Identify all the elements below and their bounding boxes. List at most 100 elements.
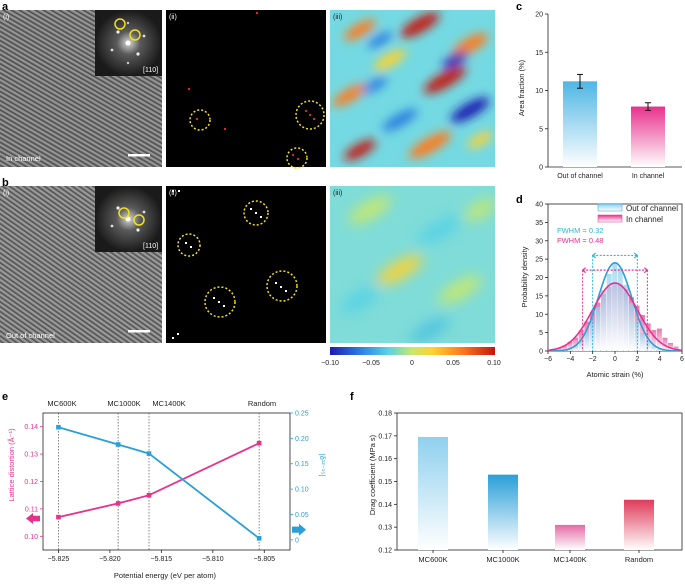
chart-e-top-label: MC1400K xyxy=(152,399,185,408)
chart-d-bar-out xyxy=(606,273,612,351)
chart-d-bar-out xyxy=(656,349,662,351)
chart-d-bar-out xyxy=(628,303,634,351)
sub-label-bii: (ii) xyxy=(169,190,177,197)
chart-d-fit-curve xyxy=(548,261,682,351)
panel-letter-c: c xyxy=(516,1,522,13)
chart-d-bar-in xyxy=(556,348,562,351)
fwhm-label-in-channel: FWHM = 0.48 xyxy=(557,236,603,245)
colorbar-tick: −0.05 xyxy=(362,360,380,367)
chart-c-bar xyxy=(563,81,597,167)
chart-c-ytick-label: 5 xyxy=(539,126,543,133)
chart-e-point-sro xyxy=(115,442,121,447)
chart-e-ytick-left-label: 0.14 xyxy=(24,424,38,431)
panel-letter-e: e xyxy=(2,391,8,403)
chart-e-ytick-right-label: 0.15 xyxy=(295,461,309,468)
chart-e-point-lattice xyxy=(56,514,61,520)
chart-f-ylabel: Drag coefficient (MPa s) xyxy=(368,434,377,515)
chart-d-xtick-label: 4 xyxy=(658,356,662,363)
chart-e-ylabel-left: Lattice distortion (Å⁻¹) xyxy=(7,428,16,502)
chart-c-ytick-label: 0 xyxy=(539,165,543,172)
chart-e-left-axis-arrow xyxy=(26,513,40,524)
chart-e-line-sro xyxy=(58,426,260,540)
chart-d-bar-out xyxy=(612,262,618,351)
dislocation-circle xyxy=(295,100,325,130)
dislocation-circle xyxy=(286,147,308,169)
chart-c-ytick-label: 15 xyxy=(535,50,543,57)
chart-d-fit-curve xyxy=(548,282,682,351)
chart-d-xlabel: Atomic strain (%) xyxy=(586,370,644,379)
chart-d-bar-out xyxy=(578,341,584,351)
chart-f-ytick-label: 0.18 xyxy=(378,411,392,418)
chart-d-bar-out xyxy=(601,290,607,351)
chart-e-point-sro xyxy=(56,424,61,430)
chart-d-bar-in xyxy=(561,345,567,351)
chart-d-bar-out xyxy=(567,349,573,351)
chart-d-xtick-label: 2 xyxy=(635,356,639,363)
chart-e-ytick-right-label: 0 xyxy=(295,537,299,544)
chart-d-bar-out xyxy=(617,268,623,351)
chart-d-bar-out xyxy=(623,284,629,351)
chart-d-xtick-label: −4 xyxy=(566,356,574,363)
chart-e-point-lattice xyxy=(146,492,152,498)
chart-f-ytick-label: 0.17 xyxy=(378,433,392,440)
chart-e-ytick-left-label: 0.13 xyxy=(24,452,38,459)
chart-e-ytick-right-label: 0.10 xyxy=(295,487,309,494)
legend-label-in-channel: In channel xyxy=(626,215,663,224)
chart-d-ytick-label: 30 xyxy=(535,238,543,245)
dislocation-circle xyxy=(177,233,201,257)
fft-spot-circle xyxy=(129,29,141,41)
chart-e-point-sro xyxy=(256,536,262,541)
chart-d-bar-in xyxy=(656,328,662,351)
fft-spot-circle xyxy=(133,214,145,226)
chart-e-point-lattice xyxy=(256,440,262,446)
panel-letter-f: f xyxy=(350,391,354,403)
chart-e-ytick-right-label: 0.20 xyxy=(295,436,309,443)
chart-d-bar-in xyxy=(662,337,668,351)
chart-d-ytick-label: 20 xyxy=(535,275,543,282)
colorbar-tick: −0.10 xyxy=(321,360,339,367)
chart-f-ytick-label: 0.12 xyxy=(378,548,392,555)
chart-d-ytick-label: 35 xyxy=(535,220,543,227)
chart-f-ytick-label: 0.16 xyxy=(378,456,392,463)
dislocation-circle xyxy=(189,109,211,131)
chart-e-ytick-right-label: 0.05 xyxy=(295,512,309,519)
image-label-in-channel: In channel xyxy=(6,154,41,163)
chart-e-top-label: MC1000K xyxy=(107,399,140,408)
zone-axis-label: [110] xyxy=(143,243,158,250)
chart-d-ylabel: Probability density xyxy=(520,246,529,307)
chart-f-category-label: MC1400K xyxy=(553,555,586,564)
chart-f-bar xyxy=(418,436,448,550)
chart-d-xtick-label: 0 xyxy=(613,356,617,363)
legend-label-out-of-channel: Out of channel xyxy=(626,204,678,213)
chart-d-xtick-label: −2 xyxy=(589,356,597,363)
chart-e-ytick-left-label: 0.10 xyxy=(24,534,38,541)
panel-letter-d: d xyxy=(516,194,523,206)
sub-label-aii: (ii) xyxy=(169,14,177,21)
chart-d-bar-out xyxy=(640,332,646,351)
chart-e-ylabel-right: |δ¹²⁻¹⁵| xyxy=(318,454,327,477)
chart-d-bar-in xyxy=(567,341,573,351)
chart-e-right-axis-arrow xyxy=(292,523,306,536)
chart-f-category-label: MC1000K xyxy=(486,555,519,564)
panel-b-hrtem-image: [110] (i) Out of channel xyxy=(0,186,162,343)
sub-label-ai: (i) xyxy=(3,14,9,21)
chart-c-ytick-label: 10 xyxy=(535,88,543,95)
colorbar-tick: 0.10 xyxy=(487,360,501,367)
chart-e-ytick-right-label: 0.25 xyxy=(295,411,309,418)
sub-label-bi: (i) xyxy=(3,190,9,197)
chart-f-bar xyxy=(624,499,654,550)
legend-swatch-in-channel xyxy=(597,214,623,223)
chart-c-bar xyxy=(631,106,665,167)
panel-letter-a: a xyxy=(2,1,9,13)
legend-swatch-out-of-channel xyxy=(597,203,623,212)
fwhm-label-out-of-channel: FWHM = 0.32 xyxy=(557,226,603,235)
chart-d-bar-in xyxy=(668,342,674,351)
chart-f-bar xyxy=(488,474,518,550)
chart-e-xtick-label: −5.815 xyxy=(151,556,173,563)
chart-e-point-lattice xyxy=(115,501,121,506)
chart-c-ylabel: Area fraction (%) xyxy=(517,59,526,116)
chart-e-point-sro xyxy=(146,451,152,456)
fft-spot-circle xyxy=(118,207,130,219)
scale-bar xyxy=(128,330,150,333)
chart-d-bar-out xyxy=(573,345,579,351)
